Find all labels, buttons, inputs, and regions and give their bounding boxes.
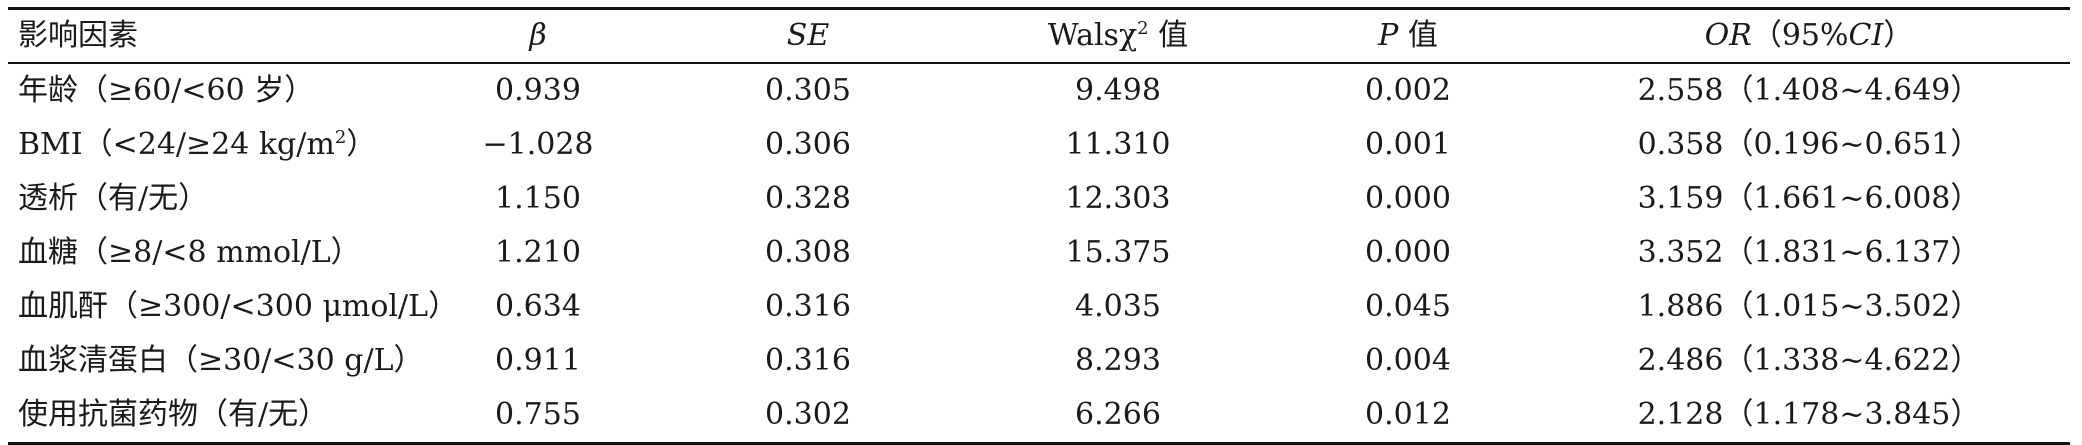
header-or-symbol: OR (1704, 18, 1752, 53)
cell-or: 2.486（1.338~4.622） (1637, 343, 1981, 378)
cell-factor: 年龄（≥60/<60 岁） (18, 73, 315, 108)
header-wals-suffix: 值 (1148, 18, 1189, 53)
cell-factor: 血肌酐（≥300/<300 μmol/L） (18, 289, 459, 324)
table-row: 血肌酐（≥300/<300 μmol/L） 0.634 0.316 4.035 … (8, 280, 2070, 334)
header-or-mid: （95% (1751, 18, 1849, 53)
cell-factor: 透析（有/无） (18, 181, 209, 216)
header-factor: 影响因素 (18, 18, 138, 53)
cell-factor: 血糖（≥8/<8 mmol/L） (18, 235, 361, 270)
cell-se: 0.302 (765, 397, 851, 432)
cell-p: 0.002 (1365, 73, 1451, 108)
cell-se: 0.305 (765, 73, 851, 108)
cell-factor-prefix: BMI（<24/≥24 kg/m (18, 127, 335, 162)
cell-wals: 8.293 (1075, 343, 1161, 378)
header-row: 影响因素 β SE Walsχ2 值 P 值 OR（95%CI） (8, 8, 2070, 64)
header-se: SE (786, 18, 830, 53)
cell-beta: 1.150 (495, 181, 581, 216)
cell-factor-suffix: ） (346, 127, 377, 162)
table-row: 年龄（≥60/<60 岁） 0.939 0.305 9.498 0.002 2.… (8, 63, 2070, 118)
cell-or: 0.358（0.196~0.651） (1637, 127, 1981, 162)
cell-beta: 0.939 (495, 73, 581, 108)
table-row: 血浆清蛋白（≥30/<30 g/L） 0.911 0.316 8.293 0.0… (8, 334, 2070, 388)
cell-wals: 9.498 (1075, 73, 1161, 108)
cell-p: 0.001 (1365, 127, 1451, 162)
cell-beta: 1.210 (495, 235, 581, 270)
table-body: 年龄（≥60/<60 岁） 0.939 0.305 9.498 0.002 2.… (8, 63, 2070, 444)
header-or-ci: CI (1848, 18, 1884, 53)
header-wals-prefix: Walsχ (1047, 18, 1138, 53)
table-row: 使用抗菌药物（有/无） 0.755 0.302 6.266 0.012 2.12… (8, 388, 2070, 444)
table-row: 透析（有/无） 1.150 0.328 12.303 0.000 3.159（1… (8, 172, 2070, 226)
header-p-suffix: 值 (1398, 18, 1438, 53)
cell-p: 0.000 (1365, 235, 1451, 270)
logistic-regression-table: 影响因素 β SE Walsχ2 值 P 值 OR（95%CI） 年龄（≥60/… (8, 7, 2070, 445)
cell-wals: 15.375 (1065, 235, 1171, 270)
cell-or: 3.352（1.831~6.137） (1637, 235, 1981, 270)
table-row: 血糖（≥8/<8 mmol/L） 1.210 0.308 15.375 0.00… (8, 226, 2070, 280)
cell-wals: 11.310 (1065, 127, 1171, 162)
cell-p: 0.000 (1365, 181, 1451, 216)
table-row: BMI（<24/≥24 kg/m2） −1.028 0.306 11.310 0… (8, 118, 2070, 172)
cell-wals: 4.035 (1075, 289, 1161, 324)
cell-se: 0.316 (765, 343, 851, 378)
cell-or: 3.159（1.661~6.008） (1637, 181, 1981, 216)
cell-p: 0.004 (1365, 343, 1451, 378)
cell-p: 0.012 (1365, 397, 1451, 432)
table-header: 影响因素 β SE Walsχ2 值 P 值 OR（95%CI） (8, 8, 2070, 64)
header-wals: Walsχ2 值 (968, 9, 1268, 64)
cell-beta: 0.911 (495, 343, 581, 378)
cell-or: 2.558（1.408~4.649） (1637, 73, 1981, 108)
cell-factor: 血浆清蛋白（≥30/<30 g/L） (18, 343, 424, 378)
header-wals-sup: 2 (1137, 18, 1149, 39)
cell-factor: BMI（<24/≥24 kg/m2） (8, 118, 428, 172)
cell-factor-sup: 2 (334, 127, 347, 148)
cell-se: 0.328 (765, 181, 851, 216)
results-table-container: 影响因素 β SE Walsχ2 值 P 值 OR（95%CI） 年龄（≥60/… (8, 7, 2070, 445)
header-p-symbol: P (1378, 18, 1399, 53)
cell-beta: −1.028 (482, 127, 594, 162)
cell-beta: 0.634 (495, 289, 581, 324)
cell-beta: 0.755 (495, 397, 581, 432)
header-or-end: ） (1883, 18, 1914, 53)
cell-p: 0.045 (1365, 289, 1451, 324)
cell-wals: 6.266 (1075, 397, 1161, 432)
cell-se: 0.316 (765, 289, 851, 324)
header-or: OR（95%CI） (1548, 9, 2070, 64)
cell-wals: 12.303 (1065, 181, 1171, 216)
header-p: P 值 (1268, 9, 1548, 64)
cell-se: 0.306 (765, 127, 851, 162)
header-beta: β (529, 18, 547, 53)
cell-se: 0.308 (765, 235, 851, 270)
cell-factor: 使用抗菌药物（有/无） (18, 397, 329, 432)
cell-or: 2.128（1.178~3.845） (1637, 397, 1981, 432)
cell-or: 1.886（1.015~3.502） (1637, 289, 1981, 324)
